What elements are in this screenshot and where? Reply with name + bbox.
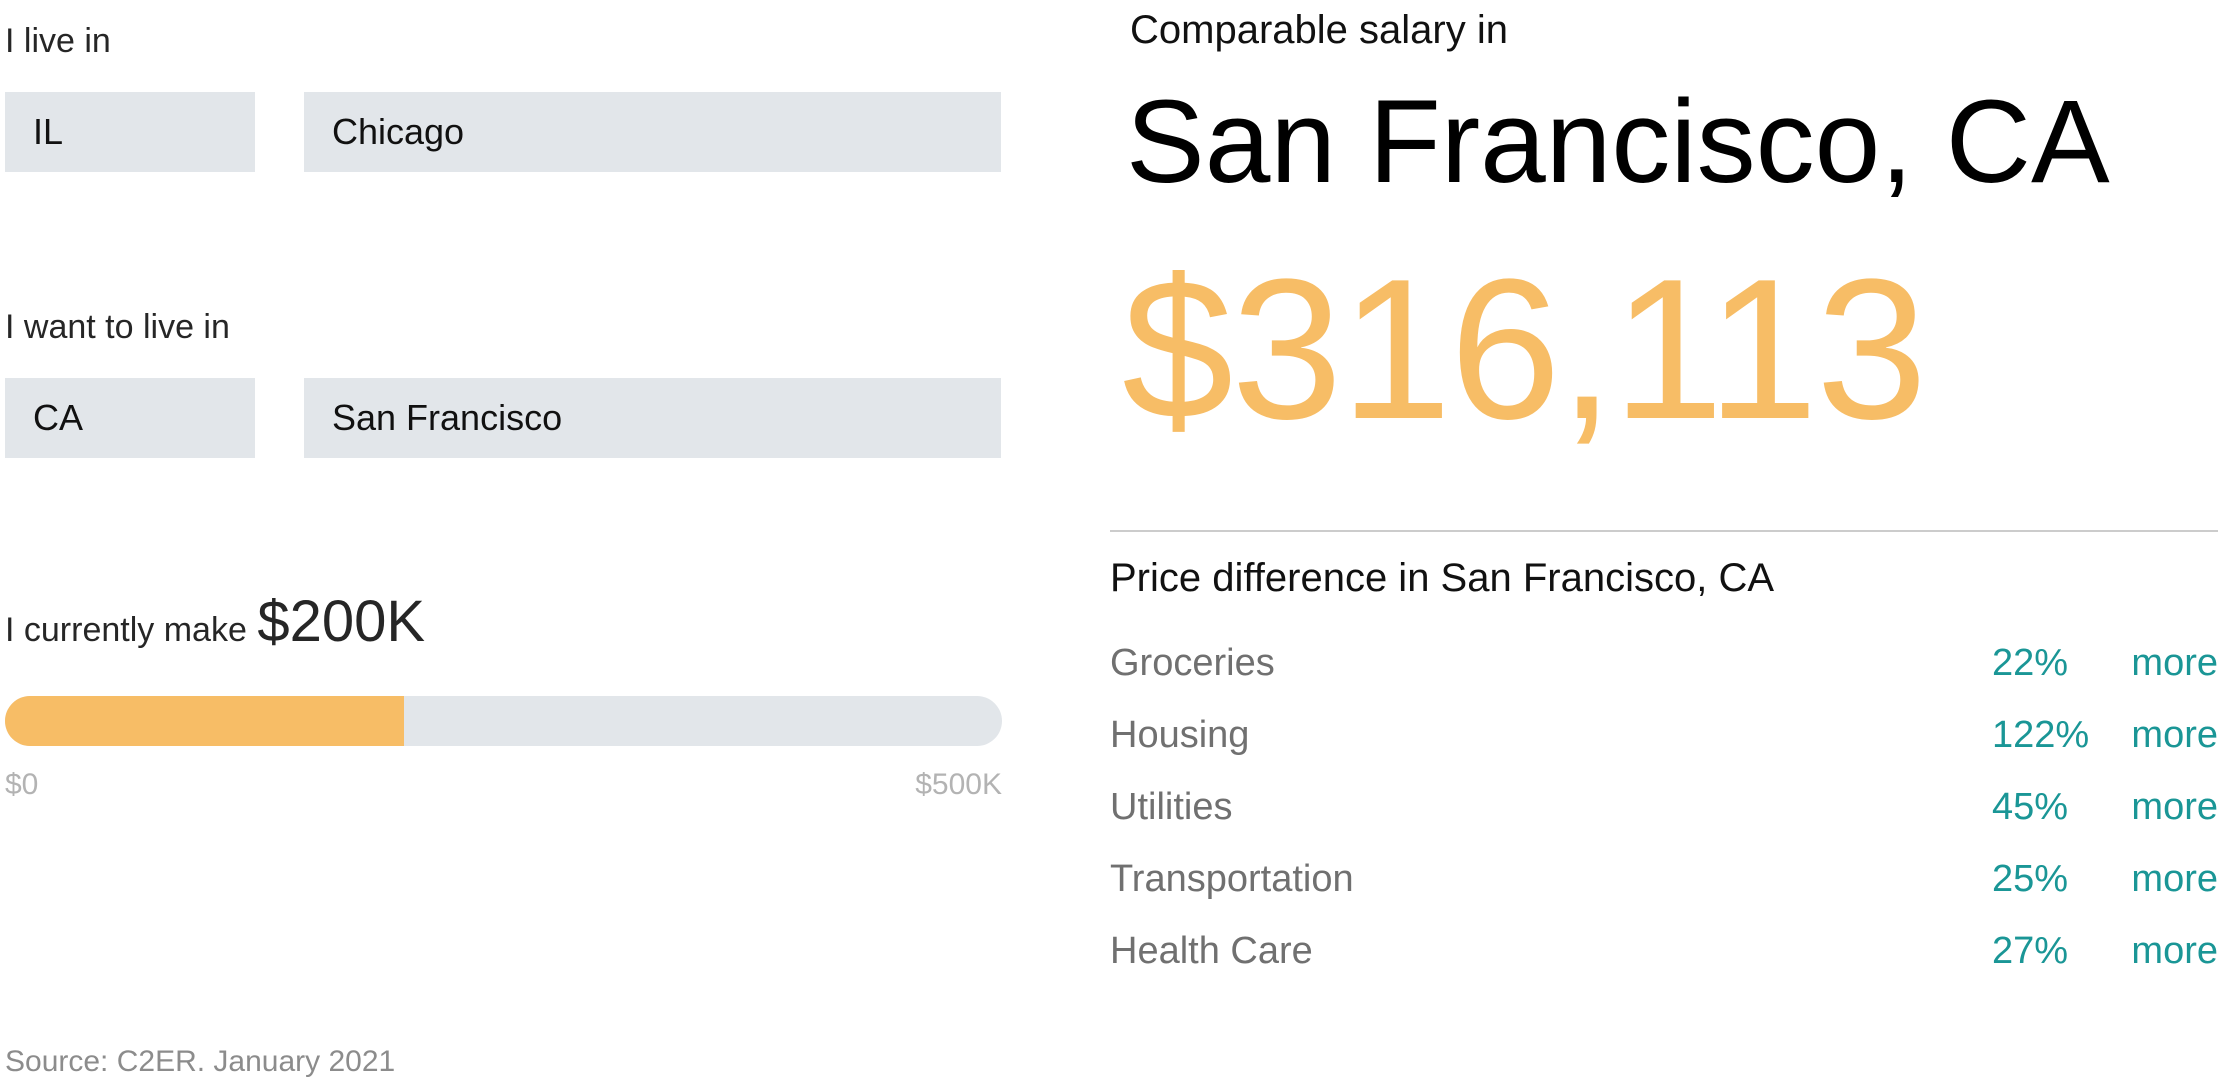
difference-row: Utilities 45% more bbox=[1110, 786, 2218, 846]
difference-percent: 22% bbox=[1992, 642, 2069, 684]
difference-row: Housing 122% more bbox=[1110, 714, 2218, 774]
slider-min-label: $0 bbox=[5, 768, 39, 801]
difference-category: Groceries bbox=[1110, 642, 1275, 684]
difference-category: Utilities bbox=[1110, 786, 1233, 828]
difference-category: Health Care bbox=[1110, 930, 1313, 972]
difference-row: Health Care 27% more bbox=[1110, 930, 2218, 990]
result-panel: Comparable salary in San Francisco, CA $… bbox=[1110, 0, 2220, 1082]
difference-direction: more bbox=[2131, 930, 2218, 972]
difference-category: Housing bbox=[1110, 714, 1250, 756]
slider-max-label: $500K bbox=[915, 768, 1002, 801]
income-slider[interactable] bbox=[5, 696, 1002, 746]
difference-percent: 27% bbox=[1992, 930, 2069, 972]
live-in-label: I live in bbox=[5, 22, 111, 60]
current-city-select[interactable]: Chicago bbox=[304, 92, 1001, 172]
income-value: $200K bbox=[257, 589, 426, 654]
price-difference-title: Price difference in San Francisco, CA bbox=[1110, 556, 1775, 600]
target-city-select[interactable]: San Francisco bbox=[304, 378, 1001, 458]
comparable-salary-value: $316,113 bbox=[1122, 238, 1927, 461]
difference-direction: more bbox=[2131, 786, 2218, 828]
source-note: Source: C2ER. January 2021 bbox=[5, 1045, 396, 1078]
difference-direction: more bbox=[2131, 714, 2218, 756]
comparable-city-title: San Francisco, CA bbox=[1126, 76, 2110, 208]
want-to-live-label: I want to live in bbox=[5, 308, 230, 346]
difference-percent: 122% bbox=[1992, 714, 2090, 756]
current-state-select[interactable]: IL bbox=[5, 92, 255, 172]
difference-row: Transportation 25% more bbox=[1110, 858, 2218, 918]
income-label: I currently make bbox=[5, 611, 247, 649]
difference-percent: 45% bbox=[1992, 786, 2069, 828]
difference-category: Transportation bbox=[1110, 858, 1354, 900]
difference-direction: more bbox=[2131, 642, 2218, 684]
input-panel: I live in IL Chicago I want to live in C… bbox=[5, 0, 1005, 1082]
target-state-select[interactable]: CA bbox=[5, 378, 255, 458]
difference-row: Groceries 22% more bbox=[1110, 642, 2218, 702]
difference-direction: more bbox=[2131, 858, 2218, 900]
divider bbox=[1110, 530, 2218, 532]
income-slider-fill[interactable] bbox=[5, 696, 404, 746]
difference-percent: 25% bbox=[1992, 858, 2069, 900]
comparable-salary-label: Comparable salary in bbox=[1130, 8, 1508, 52]
income-row: I currently make $200K bbox=[5, 588, 425, 655]
